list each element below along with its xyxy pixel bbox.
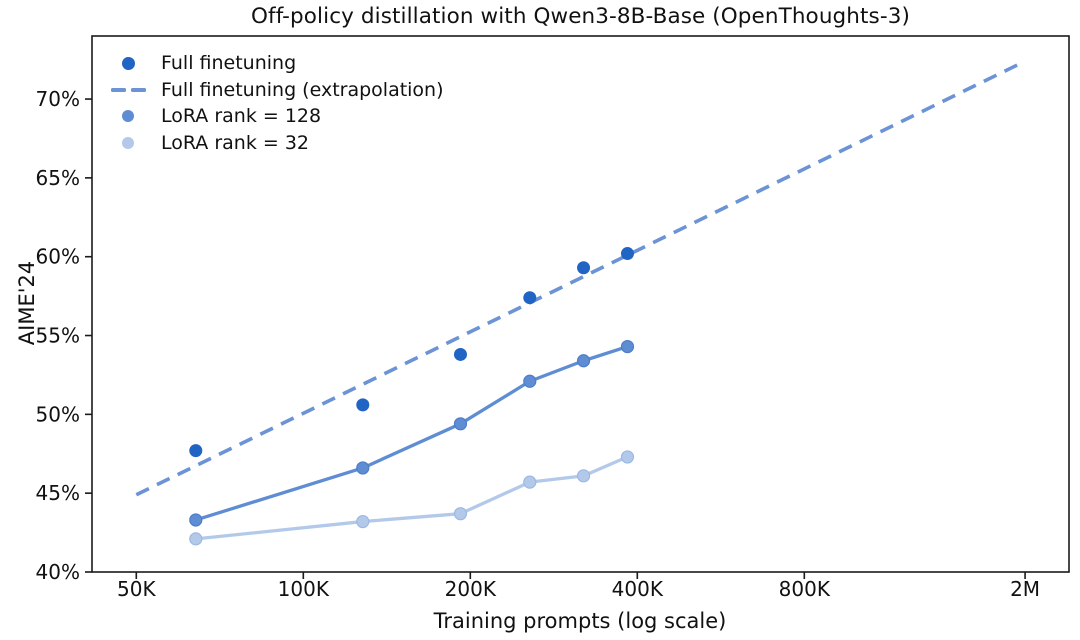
point-lora-rank-32-5 (576, 469, 591, 483)
legend-label: Full finetuning (161, 52, 297, 75)
point-full-finetuning-5 (577, 261, 591, 275)
dashed-line-icon (110, 87, 126, 92)
chart-title: Off-policy distillation with Qwen3-8B-Ba… (251, 4, 910, 29)
point-full-finetuning-4 (523, 291, 537, 305)
legend-swatch (106, 56, 150, 70)
point-lora-rank-128-1 (189, 513, 203, 527)
y-tick-label-55%: 55% (36, 324, 80, 348)
plot-border (91, 35, 1070, 573)
series-line-lora-rank-32 (194, 455, 630, 541)
series-line-lora-rank-128 (194, 344, 630, 522)
point-lora-rank-128-5 (576, 354, 591, 368)
series-line-full-finetuning-extrapolation (135, 59, 1026, 497)
legend-swatch (106, 110, 150, 123)
legend-label: LoRA rank = 128 (161, 105, 322, 128)
y-tick-label-60%: 60% (36, 245, 80, 269)
legend-swatch (106, 87, 150, 92)
x-tick-label-200K: 200K (445, 577, 497, 601)
lora-32-marker-icon (122, 136, 134, 149)
point-lora-rank-32-2 (356, 514, 370, 529)
point-lora-rank-32-6 (620, 450, 635, 464)
point-full-finetuning-1 (189, 444, 203, 458)
point-full-finetuning-6 (620, 247, 634, 261)
point-lora-rank-128-3 (453, 417, 468, 431)
legend-swatch (106, 136, 150, 149)
point-lora-rank-128-4 (523, 374, 537, 388)
x-tick-label-50K: 50K (117, 577, 156, 601)
point-lora-rank-128-6 (620, 339, 635, 354)
x-tick-label-100K: 100K (278, 577, 330, 601)
full-finetuning-marker-icon (121, 56, 135, 70)
y-tick-label-45%: 45% (36, 481, 80, 505)
point-lora-rank-128-2 (356, 461, 370, 475)
x-tick-label-400K: 400K (612, 577, 664, 601)
y-tick-label-40%: 40% (36, 560, 80, 584)
legend-item-full-finetuning: Full finetuning (106, 50, 444, 77)
dashed-line-icon (130, 87, 146, 92)
legend-label: LoRA rank = 32 (161, 131, 310, 154)
point-lora-rank-32-3 (453, 507, 468, 521)
legend: Full finetuning Full finetuning (extrapo… (106, 50, 444, 156)
x-axis-label: Training prompts (log scale) (433, 609, 727, 633)
point-lora-rank-32-4 (523, 475, 537, 489)
y-axis-label: AIME'24 (15, 260, 39, 346)
lora-128-marker-icon (122, 110, 134, 123)
x-tick-label-800K: 800K (779, 577, 831, 601)
y-tick-label-50%: 50% (36, 402, 80, 426)
y-tick-label-70%: 70% (36, 87, 80, 111)
legend-item-lora-128: LoRA rank = 128 (106, 103, 444, 130)
legend-label: Full finetuning (extrapolation) (161, 78, 444, 101)
x-tick-label-2M: 2M (1010, 577, 1040, 601)
point-full-finetuning-3 (453, 347, 467, 361)
legend-item-lora-32: LoRA rank = 32 (106, 130, 444, 157)
y-tick-label-65%: 65% (36, 166, 80, 190)
point-lora-rank-32-1 (189, 532, 203, 546)
point-full-finetuning-2 (356, 398, 370, 412)
legend-item-extrapolation: Full finetuning (extrapolation) (106, 77, 444, 104)
